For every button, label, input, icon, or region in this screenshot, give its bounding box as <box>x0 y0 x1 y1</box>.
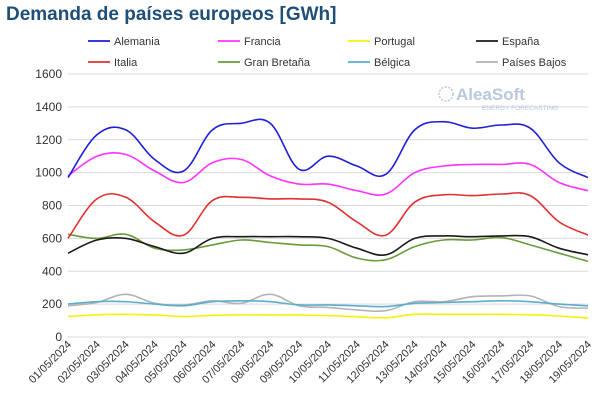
y-axis: 0 200 400 600 800 1000 1200 1400 1600 <box>35 67 62 344</box>
grid <box>68 73 588 338</box>
legend-label: Bélgica <box>374 57 411 69</box>
legend-label: Portugal <box>374 36 415 48</box>
watermark-tagline: ENERGY FORECASTING <box>482 105 558 112</box>
y-tick-label: 600 <box>42 231 62 245</box>
y-tick-label: 0 <box>55 330 62 344</box>
series-line-alemania <box>67 118 589 179</box>
legend-label: Alemania <box>114 36 161 48</box>
series-lines <box>67 118 589 319</box>
series-line-españa <box>67 234 589 256</box>
series-line-francia <box>67 152 589 196</box>
legend-label: Países Bajos <box>502 57 567 69</box>
series-line-bélgica <box>67 300 589 308</box>
y-tick-label: 1000 <box>35 166 62 180</box>
y-tick-label: 400 <box>42 264 62 278</box>
legend-label: Italia <box>114 57 138 69</box>
series-line-portugal <box>67 313 589 319</box>
y-tick-label: 1200 <box>35 133 62 147</box>
y-tick-label: 200 <box>42 297 62 311</box>
watermark: AleaSoft ENERGY FORECASTING <box>438 85 558 112</box>
series-line-gran-bretaña <box>67 233 589 263</box>
y-tick-label: 1400 <box>35 100 62 114</box>
legend: Alemania Francia Portugal España Italia Gran … <box>88 36 567 69</box>
chart-title: Demanda de países europeos [GWh] <box>6 4 337 25</box>
aleasoft-logo-icon <box>438 86 454 102</box>
legend-label: Gran Bretaña <box>244 57 311 69</box>
y-tick-label: 1600 <box>35 67 62 81</box>
legend-label: Francia <box>244 36 282 48</box>
series-line-italia <box>67 192 589 239</box>
watermark-brand: AleaSoft <box>456 85 525 104</box>
x-axis: 01/05/202402/05/202403/05/202404/05/2024… <box>27 339 594 386</box>
legend-label: España <box>502 36 540 48</box>
y-tick-label: 800 <box>42 199 62 213</box>
